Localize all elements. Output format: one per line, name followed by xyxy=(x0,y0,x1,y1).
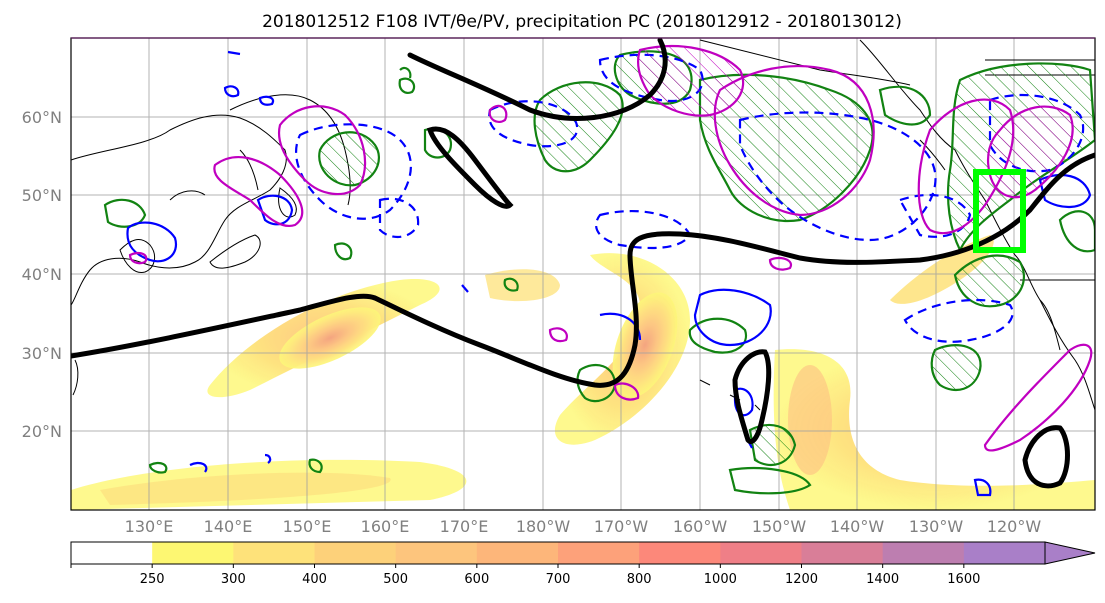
colorbar-extend-arrow xyxy=(1044,541,1096,565)
lat-labels: 60°N 50°N 40°N 30°N 20°N xyxy=(22,108,62,441)
colorbar-swatch xyxy=(71,542,153,564)
colorbar-swatch xyxy=(801,542,884,564)
colorbar-swatch xyxy=(963,542,1046,564)
colorbar-tick-label: 1400 xyxy=(866,572,899,587)
lon-label-150w: 150°W xyxy=(752,517,807,536)
lon-label-160e: 160°E xyxy=(361,517,410,536)
lon-label-180w: 180°W xyxy=(516,517,571,536)
colorbar-swatches xyxy=(71,542,1046,564)
lat-label-20n: 20°N xyxy=(22,422,62,441)
lat-label-50n: 50°N xyxy=(22,186,62,205)
colorbar: 250 300 400 500 600 700 800 1000 1200 1400 1600 xyxy=(70,541,1096,587)
colorbar-tick-label: 700 xyxy=(546,572,571,587)
lat-label-40n: 40°N xyxy=(22,265,62,284)
colorbar-swatch xyxy=(152,542,234,564)
colorbar-tick-label: 1000 xyxy=(704,572,737,587)
lat-label-60n: 60°N xyxy=(22,108,62,127)
colorbar-swatch xyxy=(882,542,965,564)
colorbar-swatch xyxy=(476,542,559,564)
colorbar-tick-label: 1600 xyxy=(947,572,980,587)
colorbar-swatch xyxy=(639,542,721,564)
map-panel xyxy=(70,37,1096,511)
colorbar-tick-label: 800 xyxy=(627,572,652,587)
lon-label-160w: 160°W xyxy=(673,517,728,536)
lon-label-120w: 120°W xyxy=(987,517,1042,536)
colorbar-swatch xyxy=(395,542,478,564)
colorbar-swatch xyxy=(233,542,315,564)
colorbar-tick-label: 300 xyxy=(221,572,246,587)
lon-label-140w: 140°W xyxy=(830,517,885,536)
lat-label-30n: 30°N xyxy=(22,344,62,363)
colorbar-swatch xyxy=(720,542,802,564)
theta-e-contours xyxy=(71,38,1095,489)
colorbar-tick-label: 250 xyxy=(140,572,165,587)
colorbar-swatch xyxy=(558,542,640,564)
target-box xyxy=(973,169,1026,253)
lon-label-130w: 130°W xyxy=(909,517,964,536)
precip-negative-contours xyxy=(126,50,1092,497)
lon-labels: 130°E 140°E 150°E 160°E 170°E 180°W 170°… xyxy=(125,517,1042,536)
colorbar-tick-label: 600 xyxy=(464,572,489,587)
lon-label-130e: 130°E xyxy=(125,517,174,536)
lon-label-170w: 170°W xyxy=(594,517,649,536)
colorbar-tick-label: 500 xyxy=(383,572,408,587)
colorbar-tick-label: 1200 xyxy=(785,572,818,587)
lon-label-170e: 170°E xyxy=(440,517,489,536)
colorbar-swatch xyxy=(314,542,397,564)
ivt-shading xyxy=(71,235,1095,510)
lon-label-140e: 140°E xyxy=(204,517,253,536)
colorbar-tick-label: 400 xyxy=(302,572,327,587)
colorbar-ticks: 250 300 400 500 600 700 800 1000 1200 1400 1600 xyxy=(70,564,980,587)
figure-title: 2018012512 F108 IVT/θe/PV, precipitation… xyxy=(262,12,902,32)
lon-label-150e: 150°E xyxy=(283,517,332,536)
